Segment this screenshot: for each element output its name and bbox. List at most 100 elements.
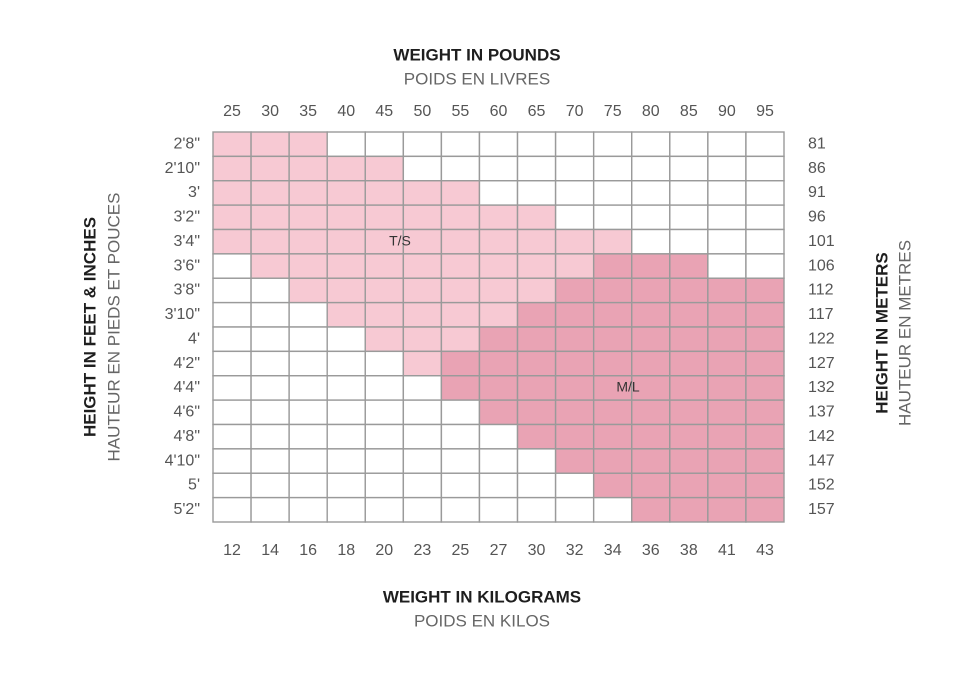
grid-cell bbox=[326, 350, 366, 377]
meters-label: 142 bbox=[808, 428, 835, 445]
grid-cell bbox=[250, 350, 290, 377]
grid-cell bbox=[745, 496, 785, 523]
kilograms-label: 23 bbox=[413, 542, 431, 559]
grid-cell bbox=[212, 423, 252, 450]
bottom-subtitle: POIDS EN KILOS bbox=[414, 611, 550, 630]
grid-cell bbox=[554, 375, 595, 401]
grid-cell bbox=[631, 131, 671, 158]
grid-cell bbox=[707, 180, 747, 206]
grid-cell bbox=[212, 180, 252, 206]
grid-cell bbox=[631, 496, 671, 523]
grid-cell bbox=[326, 326, 366, 353]
kilograms-label: 20 bbox=[375, 542, 393, 559]
left-title: HEIGHT IN FEET & INCHES bbox=[80, 217, 99, 437]
grid-cell bbox=[592, 448, 633, 474]
grid-cell bbox=[707, 350, 747, 377]
grid-cell bbox=[402, 496, 443, 523]
grid-cell bbox=[250, 204, 290, 231]
feet-label: 4'2" bbox=[173, 355, 200, 372]
grid-cell bbox=[745, 326, 785, 353]
kilograms-label: 12 bbox=[223, 542, 241, 559]
grid-cell bbox=[478, 375, 519, 401]
grid-cell bbox=[364, 155, 405, 182]
pounds-label: 40 bbox=[337, 103, 355, 120]
grid-cell bbox=[707, 423, 747, 450]
grid-cell bbox=[440, 350, 481, 377]
grid-cell bbox=[707, 399, 747, 426]
grid-cell bbox=[707, 375, 747, 401]
grid-cell bbox=[212, 472, 252, 499]
feet-label: 2'10" bbox=[165, 160, 200, 177]
grid-cell bbox=[440, 375, 481, 401]
grid-cell bbox=[592, 472, 633, 499]
meters-label: 101 bbox=[808, 233, 835, 250]
grid-cell bbox=[516, 228, 557, 255]
grid-cell bbox=[669, 375, 709, 401]
grid-cell bbox=[631, 277, 671, 304]
grid-cell bbox=[516, 204, 557, 231]
feet-label: 4'6" bbox=[173, 404, 200, 421]
grid-cell bbox=[478, 350, 519, 377]
grid-cell bbox=[440, 301, 481, 328]
kilograms-label: 25 bbox=[452, 542, 470, 559]
grid-cell bbox=[440, 472, 481, 499]
pounds-label: 95 bbox=[756, 103, 774, 120]
grid-cell bbox=[364, 350, 405, 377]
grid-cell bbox=[669, 155, 709, 182]
pounds-label: 65 bbox=[528, 103, 546, 120]
grid-cell bbox=[631, 448, 671, 474]
grid-cell bbox=[669, 277, 709, 304]
top-subtitle: POIDS EN LIVRES bbox=[404, 69, 550, 88]
top-title: WEIGHT IN POUNDS bbox=[393, 45, 560, 64]
grid-cell bbox=[326, 277, 366, 304]
pounds-label: 35 bbox=[299, 103, 317, 120]
grid-cell bbox=[631, 423, 671, 450]
grid-cell bbox=[745, 301, 785, 328]
grid-cell bbox=[592, 228, 633, 255]
grid-cell bbox=[364, 423, 405, 450]
grid-cell bbox=[364, 180, 405, 206]
grid-cell bbox=[631, 399, 671, 426]
kilograms-label: 34 bbox=[604, 542, 622, 559]
grid-cell bbox=[212, 496, 252, 523]
grid-cell bbox=[364, 204, 405, 231]
grid-cell bbox=[478, 301, 519, 328]
grid-cell bbox=[516, 277, 557, 304]
grid-cell bbox=[631, 301, 671, 328]
grid-cell bbox=[707, 253, 747, 279]
grid-cell bbox=[669, 326, 709, 353]
grid-cell bbox=[745, 399, 785, 426]
meters-label: 91 bbox=[808, 184, 826, 201]
kilograms-label: 36 bbox=[642, 542, 660, 559]
grid-cell bbox=[478, 326, 519, 353]
grid-cell bbox=[440, 399, 481, 426]
grid-cell bbox=[745, 228, 785, 255]
grid-cell bbox=[745, 277, 785, 304]
feet-label: 5'2" bbox=[173, 501, 200, 518]
size-zone-label: M/L bbox=[616, 379, 640, 395]
grid-cell bbox=[250, 228, 290, 255]
grid-cell bbox=[250, 448, 290, 474]
grid-cell bbox=[554, 326, 595, 353]
grid-cell bbox=[364, 253, 405, 279]
feet-label: 4' bbox=[188, 330, 200, 347]
grid-cell bbox=[212, 448, 252, 474]
grid-cell bbox=[364, 277, 405, 304]
grid-cell bbox=[592, 350, 633, 377]
grid-cell bbox=[745, 155, 785, 182]
grid-cell bbox=[364, 375, 405, 401]
grid-cell bbox=[402, 204, 443, 231]
grid-cell bbox=[631, 253, 671, 279]
grid-cell bbox=[745, 423, 785, 450]
grid-cell bbox=[288, 423, 328, 450]
grid-cell bbox=[288, 253, 328, 279]
grid-cell bbox=[326, 472, 366, 499]
grid-cell bbox=[554, 301, 595, 328]
grid-cell bbox=[592, 301, 633, 328]
grid-cell bbox=[364, 472, 405, 499]
grid-cell bbox=[250, 253, 290, 279]
grid-cell bbox=[288, 350, 328, 377]
grid-cell bbox=[402, 301, 443, 328]
grid-cell bbox=[250, 131, 290, 158]
